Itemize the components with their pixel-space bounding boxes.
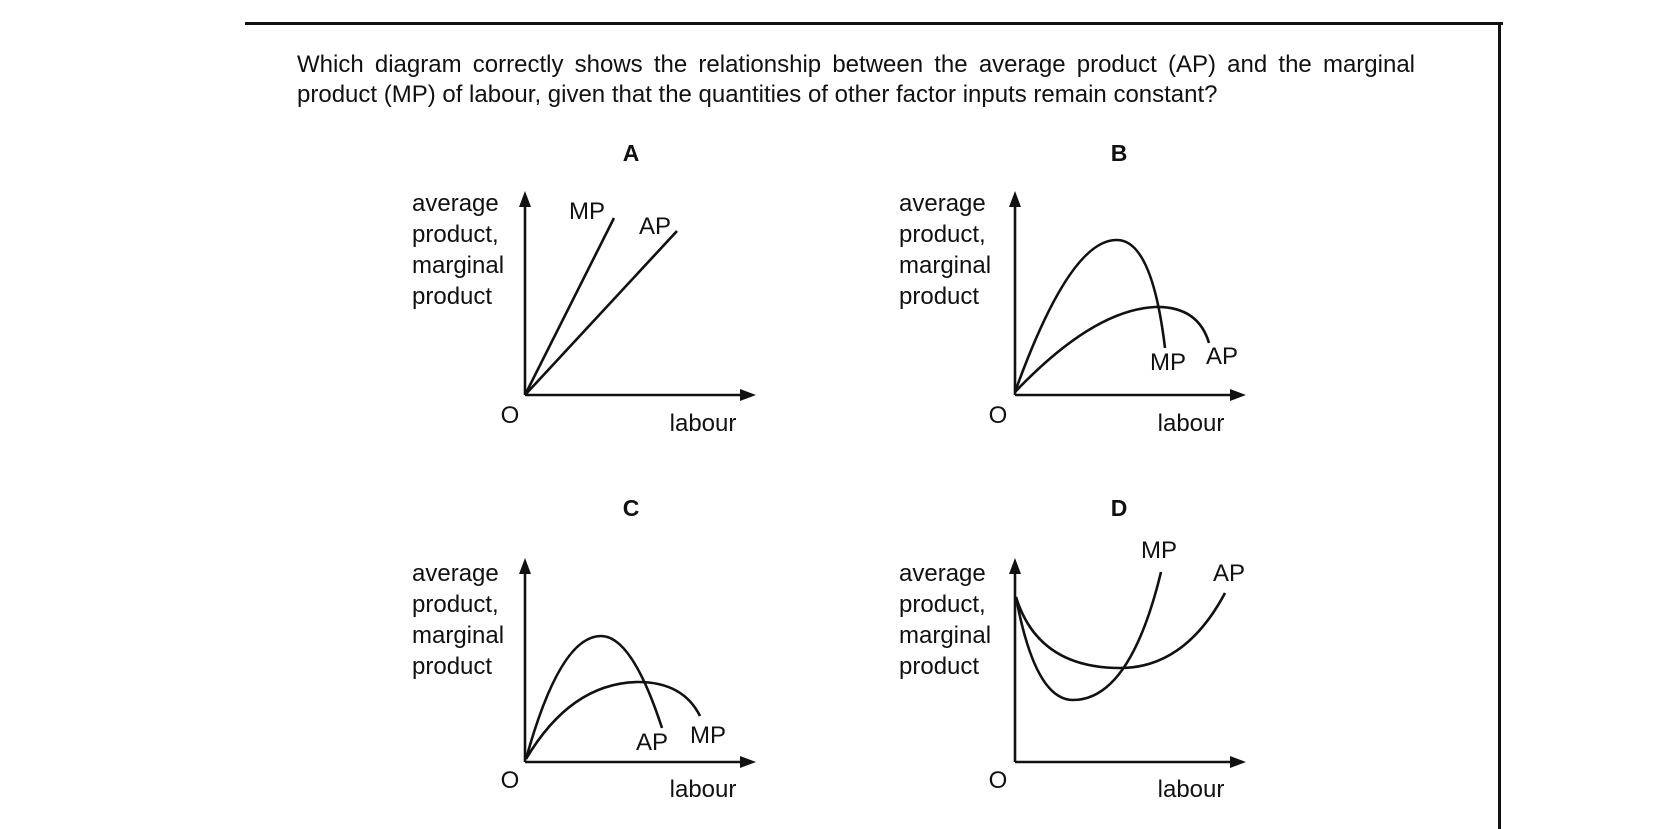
y-label-line-4: product [412, 653, 492, 680]
panel-letter-b: B [1111, 140, 1128, 166]
ap-curve [1014, 592, 1227, 670]
x-axis-arrowhead [1230, 389, 1246, 401]
y-label-line-4: product [899, 653, 979, 680]
ap-curve [524, 634, 664, 760]
mp-curve [1014, 571, 1163, 702]
y-label-line-2: product, [412, 591, 499, 618]
mp-curve [523, 217, 616, 396]
y-label-line-4: product [412, 283, 492, 310]
ap-curve-label: AP [636, 729, 668, 756]
origin-label: O [989, 767, 1008, 794]
panel-letter-a: A [623, 140, 640, 166]
y-axis-arrowhead [1009, 558, 1021, 574]
frame-top-border [245, 22, 1503, 25]
mp-curve-label: MP [690, 722, 726, 749]
y-label-line-2: product, [412, 221, 499, 248]
x-axis-label: labour [670, 410, 737, 437]
y-label-line-1: average [899, 190, 986, 217]
origin-label: O [501, 767, 520, 794]
panel-b: B average product, marginal product O la… [899, 140, 1246, 437]
ap-curve-label: AP [1206, 343, 1238, 370]
y-label-line-1: average [412, 560, 499, 587]
y-label-line-3: marginal [412, 622, 504, 649]
y-label-line-4: product [899, 283, 979, 310]
y-label-line-3: marginal [899, 622, 991, 649]
panel-a: A average product, marginal product O la… [412, 140, 756, 437]
panel-letter-c: C [623, 495, 640, 521]
x-axis-arrowhead [740, 389, 756, 401]
panel-c: C average product, marginal product O la… [412, 495, 756, 803]
panel-letter-d: D [1111, 495, 1128, 521]
question-text: Which diagram correctly shows the relati… [297, 51, 1415, 108]
y-axis-arrowhead [1009, 191, 1021, 207]
y-axis-arrowhead [519, 191, 531, 207]
y-label-line-1: average [899, 560, 986, 587]
x-axis-label: labour [1158, 776, 1225, 803]
origin-label: O [501, 402, 520, 429]
frame-right-border [1498, 22, 1501, 829]
y-label-line-1: average [412, 190, 499, 217]
x-axis-label: labour [670, 776, 737, 803]
y-label-line-2: product, [899, 221, 986, 248]
x-axis-label: labour [1158, 410, 1225, 437]
x-axis-arrowhead [740, 756, 756, 768]
x-axis-arrowhead [1230, 756, 1246, 768]
mp-curve-label: MP [1150, 349, 1186, 376]
mp-curve [524, 680, 702, 760]
ap-curve-label: AP [639, 213, 671, 240]
mp-curve-label: MP [1141, 537, 1177, 564]
mp-curve [1013, 238, 1167, 393]
y-label-line-3: marginal [412, 252, 504, 279]
panel-d: D average product, marginal product O la… [899, 495, 1246, 803]
mp-curve-label: MP [569, 198, 605, 225]
ap-curve [1014, 305, 1211, 393]
ap-curve-label: AP [1213, 560, 1245, 587]
ap-curve [524, 230, 678, 396]
y-axis-arrowhead [519, 558, 531, 574]
y-label-line-2: product, [899, 591, 986, 618]
origin-label: O [989, 402, 1008, 429]
y-label-line-3: marginal [899, 252, 991, 279]
